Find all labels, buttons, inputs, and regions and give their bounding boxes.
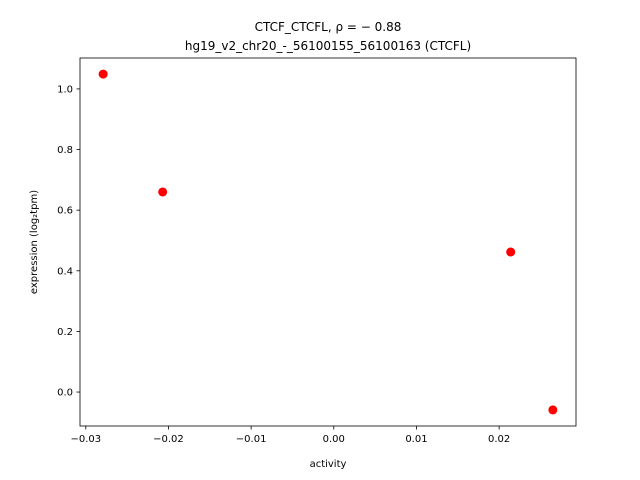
y-tick-label: 0.2 [57, 327, 73, 338]
y-tick-label: 0.8 [57, 145, 73, 156]
data-point [158, 187, 168, 197]
x-tick-label: 0.02 [488, 434, 510, 445]
x-tick-label: 0.01 [405, 434, 427, 445]
chart-title-line1: CTCF_CTCFL, ρ = − 0.88 [255, 20, 402, 34]
x-tick-label: −0.01 [236, 434, 267, 445]
x-axis-label: activity [310, 459, 347, 470]
data-point [98, 69, 108, 79]
data-point [506, 247, 516, 257]
y-tick-label: 0.6 [57, 206, 73, 217]
x-tick-label: 0.00 [323, 434, 345, 445]
data-point [548, 405, 558, 415]
y-tick-label: 0.0 [57, 388, 73, 399]
y-tick-label: 1.0 [57, 84, 73, 95]
x-tick-label: −0.02 [153, 434, 184, 445]
x-tick-label: −0.03 [70, 434, 101, 445]
axes-frame [79, 57, 577, 427]
y-axis-label: expression (log₂tpm) [29, 190, 40, 294]
y-tick-label: 0.4 [57, 266, 73, 277]
chart-title-line2: hg19_v2_chr20_-_56100155_56100163 (CTCFL… [185, 39, 471, 53]
